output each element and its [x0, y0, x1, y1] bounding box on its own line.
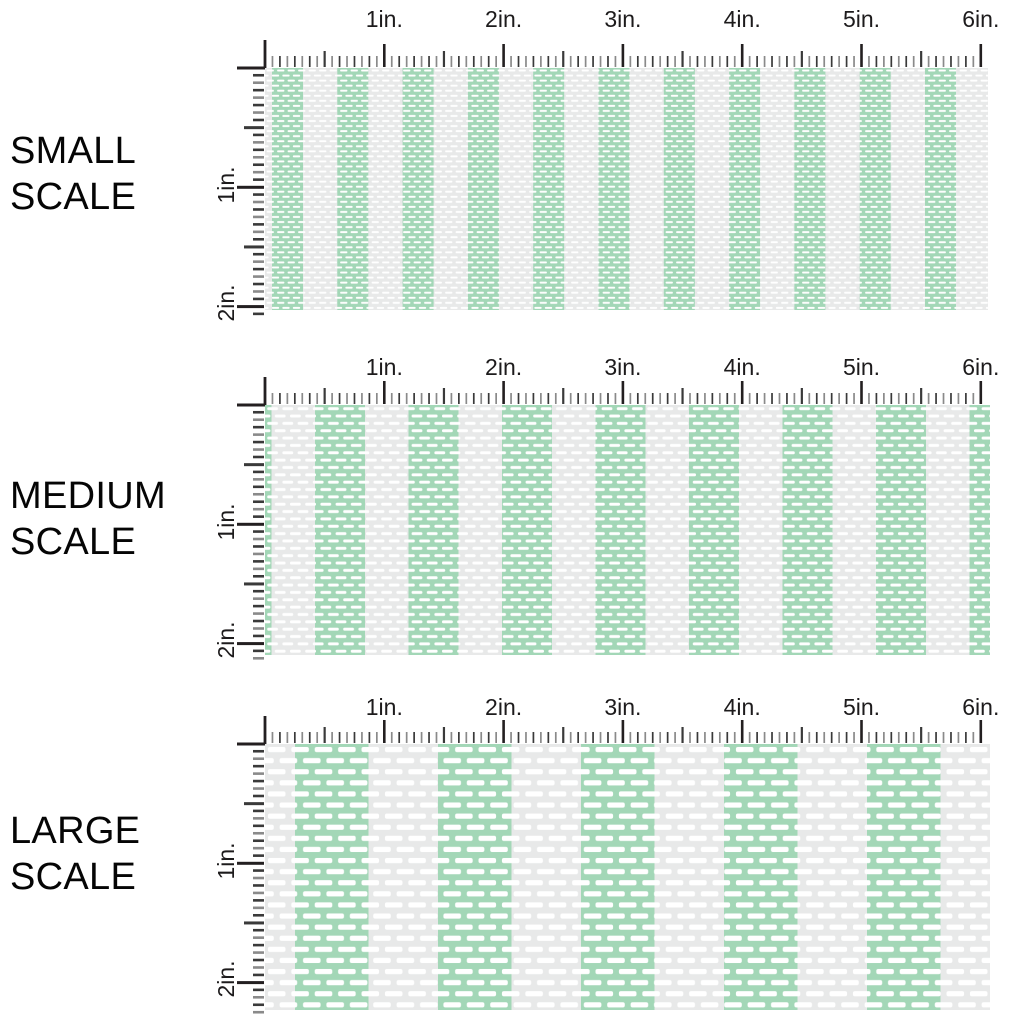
horizontal-ruler-ticks — [263, 377, 983, 405]
section-title-line2: SCALE — [10, 521, 137, 563]
section-title-line1: LARGE — [10, 810, 141, 852]
section-title-line2: SCALE — [10, 176, 137, 218]
ruler-inch-label: 6in. — [962, 354, 1000, 380]
ruler-inch-label: 5in. — [842, 694, 881, 720]
section-title-large: LARGE SCALE — [10, 808, 140, 900]
vertical-ruler-ticks — [237, 66, 265, 316]
section-title-small: SMALL SCALE — [10, 128, 136, 220]
ruler-inch-label: 3in. — [604, 354, 642, 380]
section-title-line1: SMALL — [10, 130, 137, 172]
vertical-ruler-ticks — [237, 403, 265, 660]
ruler-inch-label: 5in. — [842, 6, 881, 32]
ruler-inch-label: 4in. — [723, 354, 761, 380]
ruler-inch-label: 3in. — [604, 6, 642, 32]
ruler-inch-label: 1in. — [365, 6, 403, 32]
fabric-swatch-medium — [265, 405, 990, 655]
horizontal-ruler-ticks — [263, 40, 983, 68]
ruler-inch-label: 2in. — [485, 6, 523, 32]
ruler-vertical-inch-label: 1in. — [213, 842, 239, 880]
section-title-medium: MEDIUM SCALE — [10, 473, 166, 565]
ruler-vertical-inch-label: 2in. — [213, 960, 239, 998]
fabric-swatch-small — [265, 68, 988, 310]
ruler-inch-label: 6in. — [962, 6, 1000, 32]
ruler-inch-label: 1in. — [365, 694, 403, 720]
ruler-inch-label: 4in. — [723, 694, 761, 720]
ruler-inch-label: 2in. — [485, 354, 523, 380]
section-title-line2: SCALE — [10, 856, 137, 898]
ruler-inch-label: 6in. — [962, 694, 1000, 720]
section-title-line1: MEDIUM — [10, 475, 166, 517]
ruler-inch-label: 5in. — [842, 354, 881, 380]
ruler-inch-label: 4in. — [723, 6, 761, 32]
ruler-inch-label: 3in. — [604, 694, 642, 720]
fabric-swatch-large — [265, 744, 990, 1010]
horizontal-ruler-ticks — [263, 716, 983, 744]
vertical-ruler-ticks — [237, 742, 265, 1014]
ruler-inch-label: 1in. — [365, 354, 403, 380]
ruler-inch-label: 2in. — [485, 694, 523, 720]
